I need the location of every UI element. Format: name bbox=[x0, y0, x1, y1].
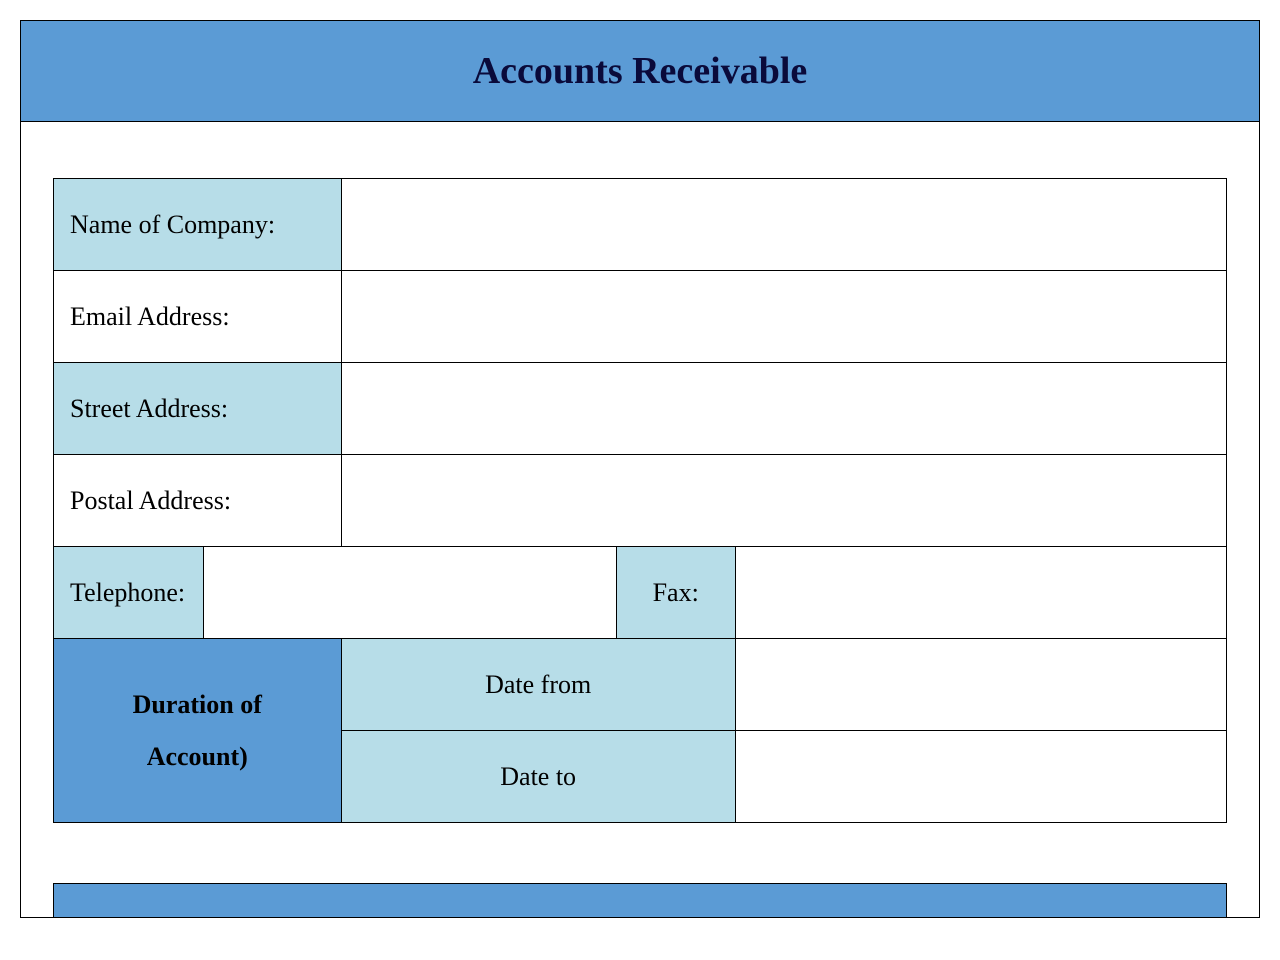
label-date-to: Date to bbox=[341, 731, 735, 823]
input-company[interactable] bbox=[341, 179, 1227, 271]
input-telephone[interactable] bbox=[203, 547, 616, 639]
label-company: Name of Company: bbox=[54, 179, 342, 271]
label-street: Street Address: bbox=[54, 363, 342, 455]
row-street: Street Address: bbox=[54, 363, 1227, 455]
label-postal: Postal Address: bbox=[54, 455, 342, 547]
label-date-from: Date from bbox=[341, 639, 735, 731]
footer-bar bbox=[53, 883, 1227, 917]
form-table: Name of Company: Email Address: Street A… bbox=[53, 178, 1227, 823]
input-date-to[interactable] bbox=[735, 731, 1226, 823]
row-phone-fax: Telephone: Fax: bbox=[54, 547, 1227, 639]
input-date-from[interactable] bbox=[735, 639, 1226, 731]
label-fax: Fax: bbox=[616, 547, 735, 639]
input-fax[interactable] bbox=[735, 547, 1226, 639]
input-street[interactable] bbox=[341, 363, 1227, 455]
row-email: Email Address: bbox=[54, 271, 1227, 363]
label-email: Email Address: bbox=[54, 271, 342, 363]
input-email[interactable] bbox=[341, 271, 1227, 363]
label-duration: Duration of Account) bbox=[54, 639, 342, 823]
header-bar: Accounts Receivable bbox=[21, 21, 1259, 122]
form-body: Name of Company: Email Address: Street A… bbox=[21, 122, 1259, 863]
label-telephone: Telephone: bbox=[54, 547, 204, 639]
label-duration-line2: Account) bbox=[70, 742, 325, 772]
row-company: Name of Company: bbox=[54, 179, 1227, 271]
input-postal[interactable] bbox=[341, 455, 1227, 547]
page-title: Accounts Receivable bbox=[473, 50, 808, 92]
row-postal: Postal Address: bbox=[54, 455, 1227, 547]
form-container: Accounts Receivable Name of Company: Ema… bbox=[20, 20, 1260, 918]
label-duration-line1: Duration of bbox=[70, 690, 325, 720]
row-duration-from: Duration of Account) Date from bbox=[54, 639, 1227, 731]
